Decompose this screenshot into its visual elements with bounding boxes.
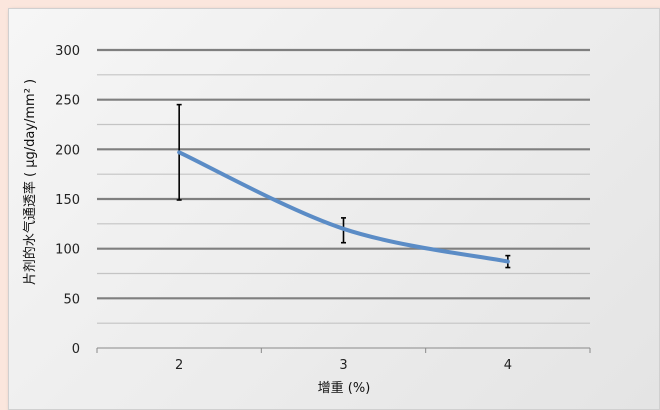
- x-tick-label: 2: [175, 358, 183, 373]
- y-tick-label: 300: [55, 44, 80, 59]
- y-tick-label: 0: [72, 342, 80, 357]
- y-tick-label: 50: [63, 292, 80, 307]
- series-line: [177, 150, 510, 264]
- x-tick-label: 4: [504, 358, 512, 373]
- y-tick-label: 250: [55, 94, 80, 109]
- x-tick-label: 3: [339, 358, 347, 373]
- y-axis-title: 片剂的水气通透率 ( μg/day/mm² ): [22, 79, 38, 285]
- x-axis-title: 增重 (%): [318, 380, 371, 396]
- x-tick-labels: 2 3 4: [96, 348, 591, 373]
- y-tick-labels: 0 50 100 150 200 250 300: [55, 44, 80, 357]
- y-tick-label: 150: [55, 193, 80, 208]
- y-tick-label: 100: [55, 243, 80, 258]
- error-bars: [176, 103, 511, 269]
- y-tick-label: 200: [55, 143, 80, 158]
- gridlines: [97, 48, 590, 324]
